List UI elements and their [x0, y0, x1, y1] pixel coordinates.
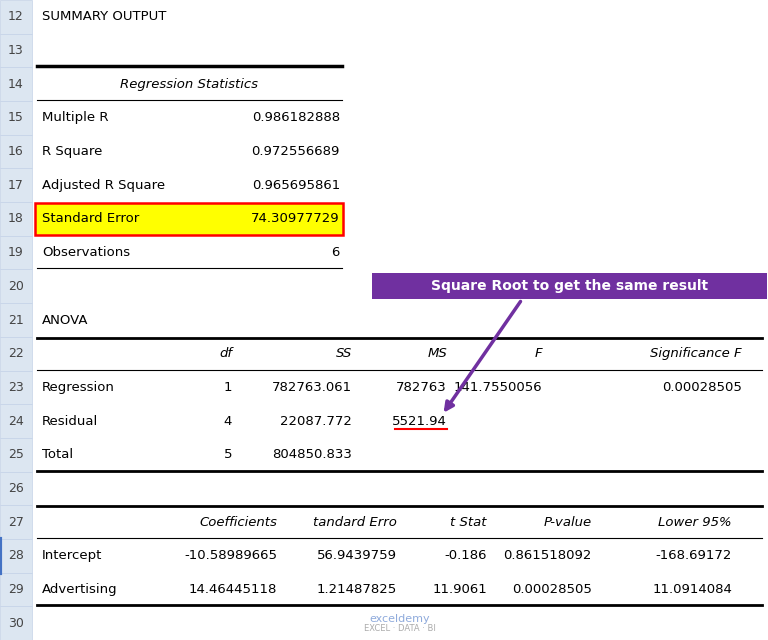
Text: R Square: R Square — [42, 145, 102, 158]
Text: Residual: Residual — [42, 415, 98, 428]
Bar — [0, 371, 32, 404]
Text: P-value: P-value — [544, 516, 592, 529]
Text: 1: 1 — [223, 381, 232, 394]
Text: 74.30977729: 74.30977729 — [251, 212, 340, 225]
Text: 804850.833: 804850.833 — [272, 448, 352, 461]
Bar — [0, 236, 32, 269]
Text: 13: 13 — [8, 44, 24, 57]
Text: df: df — [219, 347, 232, 360]
Text: 56.9439759: 56.9439759 — [317, 549, 397, 563]
Bar — [0, 337, 32, 371]
Text: Intercept: Intercept — [42, 549, 102, 563]
Text: 18: 18 — [8, 212, 24, 225]
Text: 782763: 782763 — [396, 381, 447, 394]
Text: exceldemy: exceldemy — [369, 614, 430, 624]
Text: 30: 30 — [8, 617, 24, 630]
Text: 5521.94: 5521.94 — [392, 415, 447, 428]
Text: Adjusted R Square: Adjusted R Square — [42, 179, 165, 192]
Text: 26: 26 — [8, 482, 24, 495]
Text: ANOVA: ANOVA — [42, 314, 88, 326]
Text: 12: 12 — [8, 10, 24, 23]
Text: 11.9061: 11.9061 — [432, 583, 487, 596]
Text: 21: 21 — [8, 314, 24, 326]
Bar — [35, 203, 343, 235]
Text: 22: 22 — [8, 347, 24, 360]
Bar — [0, 303, 32, 337]
Text: 141.7550056: 141.7550056 — [453, 381, 542, 394]
Bar — [0, 67, 32, 101]
Text: 5: 5 — [223, 448, 232, 461]
Text: 0.972556689: 0.972556689 — [252, 145, 340, 158]
Text: 4: 4 — [223, 415, 232, 428]
Text: 20: 20 — [8, 280, 24, 293]
Bar — [0, 34, 32, 67]
Text: 6: 6 — [332, 246, 340, 259]
Text: 23: 23 — [8, 381, 24, 394]
Text: tandard Erro: tandard Erro — [313, 516, 397, 529]
Bar — [0, 0, 32, 34]
Text: 29: 29 — [8, 583, 24, 596]
Text: Observations: Observations — [42, 246, 130, 259]
Bar — [0, 168, 32, 202]
Text: 1.21487825: 1.21487825 — [316, 583, 397, 596]
Text: Square Root to get the same result: Square Root to get the same result — [431, 279, 708, 293]
Bar — [0, 202, 32, 236]
Text: SS: SS — [336, 347, 352, 360]
Text: EXCEL · DATA · BI: EXCEL · DATA · BI — [364, 623, 436, 633]
Text: -168.69172: -168.69172 — [656, 549, 732, 563]
Text: Coefficients: Coefficients — [199, 516, 277, 529]
Bar — [0, 539, 32, 573]
Text: 782763.061: 782763.061 — [272, 381, 352, 394]
Text: 15: 15 — [8, 111, 24, 124]
Bar — [0, 606, 32, 640]
Text: Regression: Regression — [42, 381, 115, 394]
FancyBboxPatch shape — [372, 273, 767, 299]
Text: Total: Total — [42, 448, 73, 461]
Text: Standard Error: Standard Error — [42, 212, 139, 225]
Text: 24: 24 — [8, 415, 24, 428]
Text: 0.986182888: 0.986182888 — [252, 111, 340, 124]
Text: 0.00028505: 0.00028505 — [662, 381, 742, 394]
Bar — [0, 438, 32, 472]
Bar — [0, 269, 32, 303]
Text: 14.46445118: 14.46445118 — [189, 583, 277, 596]
Text: F: F — [535, 347, 542, 360]
Text: -10.58989665: -10.58989665 — [184, 549, 277, 563]
Text: SUMMARY OUTPUT: SUMMARY OUTPUT — [42, 10, 167, 23]
Text: 14: 14 — [8, 77, 24, 91]
Text: Regression Statistics: Regression Statistics — [120, 77, 258, 91]
Text: 17: 17 — [8, 179, 24, 192]
Text: 0.861518092: 0.861518092 — [504, 549, 592, 563]
Bar — [0, 505, 32, 539]
Bar — [0, 101, 32, 135]
Text: 0.965695861: 0.965695861 — [252, 179, 340, 192]
Text: 11.0914084: 11.0914084 — [652, 583, 732, 596]
Bar — [0, 472, 32, 505]
Bar — [0, 135, 32, 168]
Text: 0.00028505: 0.00028505 — [512, 583, 592, 596]
Bar — [0, 573, 32, 606]
Text: t Stat: t Stat — [451, 516, 487, 529]
Text: 25: 25 — [8, 448, 24, 461]
Text: Multiple R: Multiple R — [42, 111, 108, 124]
Text: Lower 95%: Lower 95% — [658, 516, 732, 529]
Text: -0.186: -0.186 — [445, 549, 487, 563]
Text: 16: 16 — [8, 145, 24, 158]
Text: 22087.772: 22087.772 — [280, 415, 352, 428]
Text: 19: 19 — [8, 246, 24, 259]
Bar — [0, 404, 32, 438]
Text: MS: MS — [427, 347, 447, 360]
Text: 27: 27 — [8, 516, 24, 529]
Text: Significance F: Significance F — [650, 347, 742, 360]
Text: Advertising: Advertising — [42, 583, 118, 596]
Text: 28: 28 — [8, 549, 24, 563]
